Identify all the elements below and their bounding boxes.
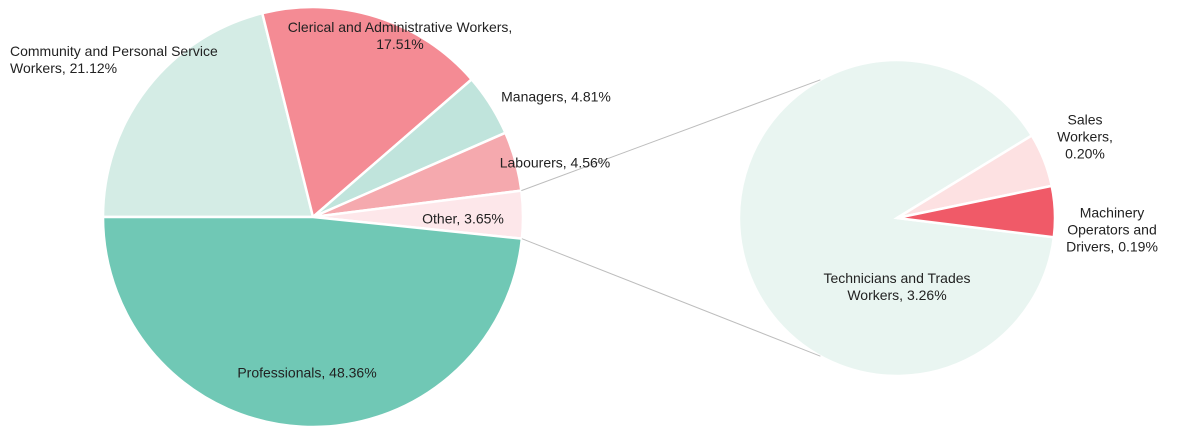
slice-label: Clerical and Administrative Workers, 17.… — [287, 19, 513, 52]
slice-label: Sales Workers, 0.20% — [1057, 111, 1113, 162]
slice-label: Professionals, 48.36% — [237, 364, 377, 381]
slice-label: Technicians and Trades Workers, 3.26% — [823, 270, 971, 303]
slice-label: Managers, 4.81% — [501, 88, 611, 105]
slice-label: Other, 3.65% — [422, 210, 504, 227]
slice-label: Labourers, 4.56% — [499, 154, 611, 171]
pie-slice — [896, 184, 1057, 239]
pie-slice — [737, 58, 1056, 378]
connector-line — [521, 238, 821, 357]
slice-label: Community and Personal Service Workers, … — [10, 43, 218, 76]
slice-label: Machinery Operators and Drivers, 0.19% — [1066, 204, 1158, 255]
pie-slice — [260, 5, 474, 220]
pie-slice — [101, 11, 315, 219]
pie-slice — [101, 215, 524, 428]
connector-line — [521, 79, 821, 192]
